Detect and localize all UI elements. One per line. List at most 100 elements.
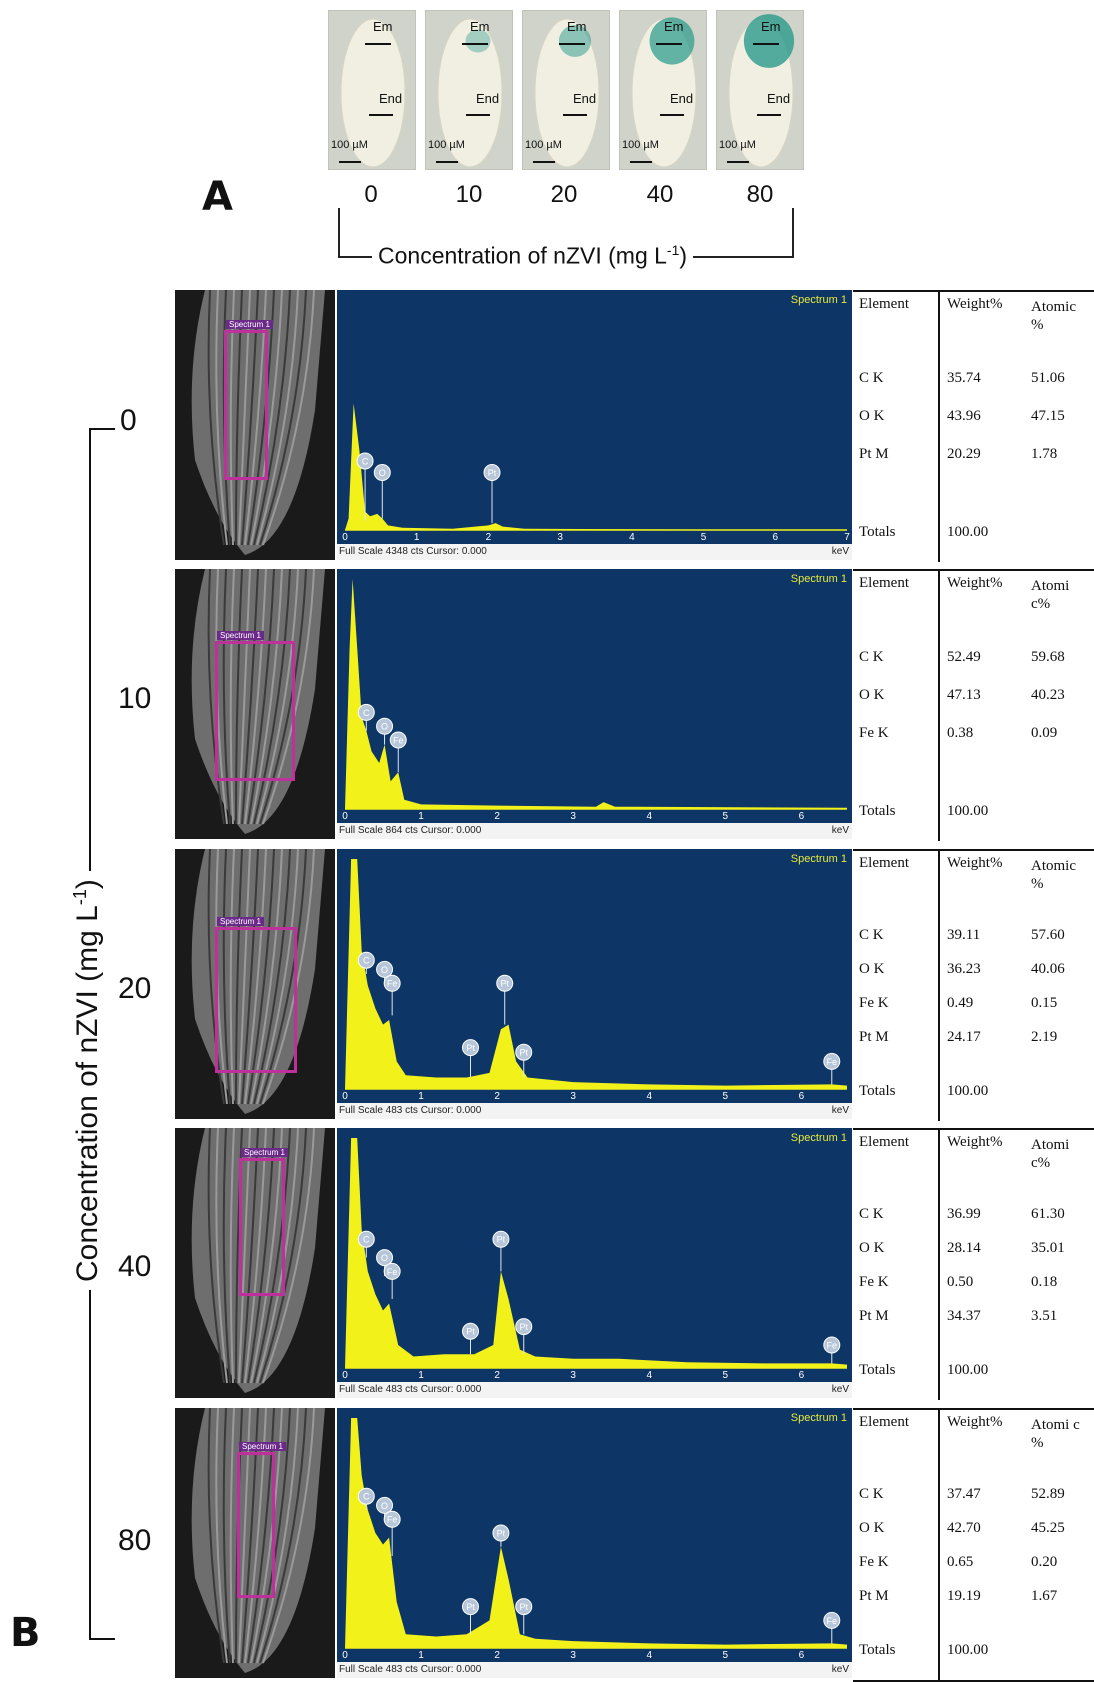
atomic-value: 0.15 [1031,995,1058,1011]
spectrum-plot: C O Fe Pt Pt Pt Fe [345,859,847,1090]
peak-label: O [381,1501,388,1511]
spectrum-title: Spectrum 1 [790,573,847,585]
sem-texture [253,1408,291,1664]
totals-value: 100.00 [947,524,989,540]
peak-marker [823,1611,841,1629]
peak-label: Pt [519,1048,528,1058]
atomic-header: Atomic % [1031,858,1076,892]
scale-bar [533,161,555,163]
x-tick-label: 1 [418,1650,424,1661]
peak-label: Fe [827,1341,838,1351]
sem-texture [247,1128,275,1384]
spectrum-plot: C O Fe Pt Pt Pt Fe [345,1418,847,1649]
sem-texture [262,1128,315,1384]
sem-texture [229,1408,235,1664]
endosperm-pointer [660,114,684,116]
sem-texture [244,1408,267,1664]
element-name: Fe K [859,725,889,741]
peak-label: Pt [466,1327,475,1337]
endosperm-pointer [466,114,490,116]
composition-table: Element Weight% Atomi c% C K 52.49 59.68 O K 47… [853,569,1094,841]
weight-value: 34.37 [947,1308,981,1324]
weight-value: 47.13 [947,687,981,703]
spectrum-plot: C O Fe Pt Pt Pt Fe [345,1138,847,1369]
spectrum-footer: Full Scale 483 cts Cursor: 0.000 keV 0 1 2 3 4… [337,1091,852,1119]
weight-header: Weight% [947,1414,1003,1430]
peak-label: Pt [488,468,497,478]
weight-value: 36.23 [947,961,981,977]
weight-value: 19.19 [947,1588,981,1604]
endosperm-label: End [379,91,403,106]
peak-marker [357,951,375,969]
element-name: C K [859,1206,884,1222]
sem-texture [207,569,225,825]
x-tick-label: 3 [570,1370,576,1381]
embryo-pointer [753,43,779,45]
spectrum-curve [345,859,847,1089]
atomic-value: 0.09 [1031,725,1058,741]
seed-drawing [437,18,503,168]
peak-marker [376,960,394,978]
peak-label: Pt [497,1235,506,1245]
concentration-label: 10 [455,181,483,208]
x-tick-label: 5 [722,811,729,822]
atomic-header: Atomi c % [1031,1417,1080,1451]
atomic-value: 57.60 [1031,927,1065,943]
atomic-header: Atomi c% [1031,1137,1070,1171]
peak-label: C [363,1492,370,1502]
weight-value: 35.74 [947,370,981,386]
scale-bar [436,161,458,163]
element-name: C K [859,370,884,386]
sem-image: Spectrum 1 [175,1408,335,1678]
peak-label: Fe [387,979,398,989]
totals-label: Totals [859,803,896,819]
element-header: Element [859,575,909,591]
element-name: Fe K [859,1554,889,1570]
spectrum-title: Spectrum 1 [790,1132,847,1144]
peak-marker [376,1249,394,1267]
gus-stain [743,14,795,68]
sem-image: Spectrum 1 [175,849,335,1119]
embryo-pointer [462,43,488,45]
sem-texture [247,1408,275,1664]
weight-value: 0.38 [947,725,974,741]
totals-value: 100.00 [947,1083,989,1099]
weight-value: 0.49 [947,995,974,1011]
spectrum-region-label: Spectrum 1 [239,1442,286,1451]
element-name: Fe K [859,1274,889,1290]
embryo-label: Em [664,19,684,34]
concentration-label: 40 [646,181,674,208]
x-tick-label: 2 [494,1370,500,1381]
peak-marker [492,1230,510,1248]
weight-value: 0.50 [947,1274,974,1290]
full-scale-readout: Full Scale 483 cts Cursor: 0.000 [339,1105,482,1116]
peak-marker [383,974,401,992]
peak-marker [462,1598,479,1616]
sem-texture [241,569,259,825]
seed-drawing [728,14,795,168]
weight-header: Weight% [947,296,1003,312]
scale-bar-label: 100 µM [428,139,465,151]
peak-marker [357,1487,375,1505]
peak-label: C [363,956,370,966]
embryo-pointer [559,43,585,45]
concentration-label: 10 [118,682,152,715]
x-tick-label: 5 [722,1091,729,1102]
sem-texture [215,1408,228,1664]
sem-texture [229,1128,235,1384]
full-scale-readout: Full Scale 864 cts Cursor: 0.000 [339,825,482,836]
spectrum-region-box [237,1452,275,1598]
peak-marker [496,974,514,992]
table-divider [938,851,940,1121]
sem-texture [250,1128,283,1384]
x-axis-unit: keV [831,825,849,836]
spectrum-footer: Full Scale 483 cts Cursor: 0.000 keV 0 1 2 3 4… [337,1370,852,1398]
atomic-value: 59.68 [1031,649,1065,665]
peak-marker [389,731,407,749]
full-scale-readout: Full Scale 4348 cts Cursor: 0.000 [339,546,487,557]
peak-label: C [362,457,369,467]
peak-label: Pt [500,979,509,989]
totals-label: Totals [859,1083,896,1099]
totals-label: Totals [859,524,896,540]
x-tick-label: 1 [418,1091,424,1102]
